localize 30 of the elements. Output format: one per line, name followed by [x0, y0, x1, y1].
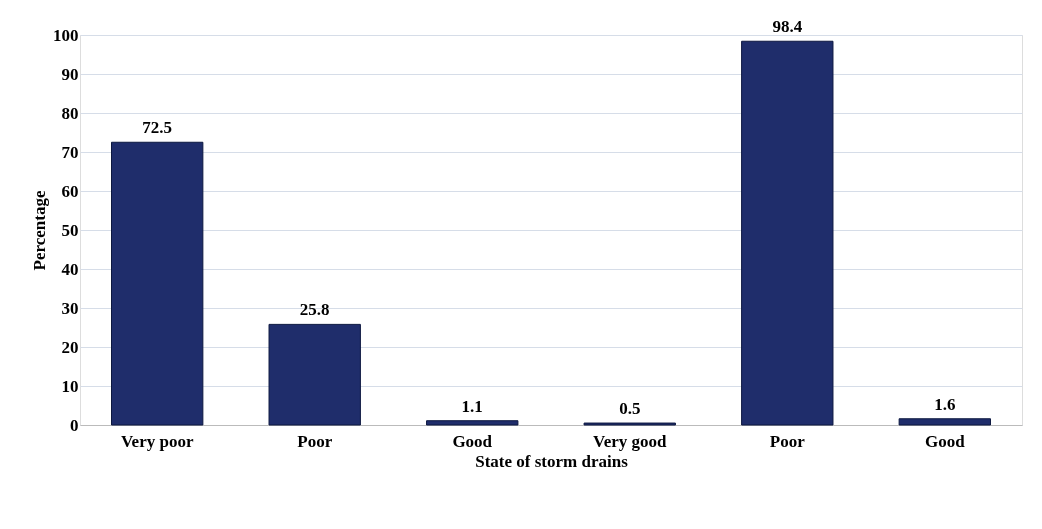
y-tick-label: 70	[61, 142, 79, 162]
x-tick-label: Good	[452, 431, 493, 451]
bar	[741, 40, 834, 426]
data-label: 1.6	[934, 394, 956, 414]
data-label: 25.8	[299, 300, 330, 320]
y-tick-label: 40	[61, 259, 79, 279]
y-tick-label: 30	[61, 298, 79, 318]
x-tick-label: Very good	[593, 431, 668, 451]
y-tick-label: 90	[61, 64, 79, 84]
y-tick-label: 80	[61, 103, 79, 123]
data-label: 98.4	[772, 17, 803, 37]
bar	[898, 418, 991, 426]
x-tick-label: Poor	[769, 431, 806, 451]
y-tick-label: 60	[61, 181, 79, 201]
x-tick-label: Very poor	[120, 431, 194, 451]
y-tick-label: 20	[61, 337, 79, 357]
x-tick-label: Good	[924, 431, 966, 451]
x-tick-label: Poor	[297, 431, 333, 451]
data-label: 72.5	[142, 118, 173, 138]
y-tick-label: 0	[70, 415, 79, 435]
bar	[268, 323, 361, 426]
y-tick-label: 10	[61, 376, 79, 396]
bar	[111, 141, 204, 426]
data-label: 0.5	[619, 399, 641, 419]
y-tick-label: 50	[61, 220, 79, 240]
y-tick-label: 100	[53, 25, 79, 45]
bar	[426, 420, 519, 426]
data-label: 1.1	[461, 396, 483, 416]
y-axis-title: Percentage	[30, 190, 49, 271]
x-axis-title: State of storm drains	[475, 451, 629, 471]
